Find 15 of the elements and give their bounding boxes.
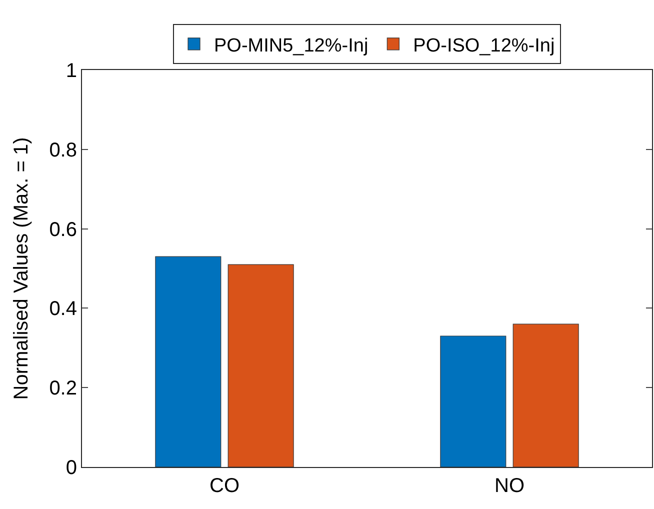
y-axis-title: Normalised Values (Max. = 1): [10, 137, 33, 400]
bar: [440, 336, 506, 467]
y-tick-label: 0.2: [49, 378, 77, 400]
legend-label: PO-MIN5_12%-Inj: [214, 35, 368, 56]
y-tick-label: 0.4: [49, 298, 77, 320]
bar: [155, 256, 222, 467]
bar: [512, 324, 579, 467]
legend-label: PO-ISO_12%-Inj: [413, 35, 555, 56]
x-tick-label: CO: [210, 475, 240, 497]
y-tick-label: 0: [66, 457, 77, 479]
y-tick-label: 0.6: [49, 218, 77, 241]
x-tick-label: NO: [494, 475, 524, 497]
y-tick-label: 1: [66, 60, 77, 82]
bar: [228, 264, 294, 467]
y-tick-label: 0.8: [49, 139, 77, 162]
